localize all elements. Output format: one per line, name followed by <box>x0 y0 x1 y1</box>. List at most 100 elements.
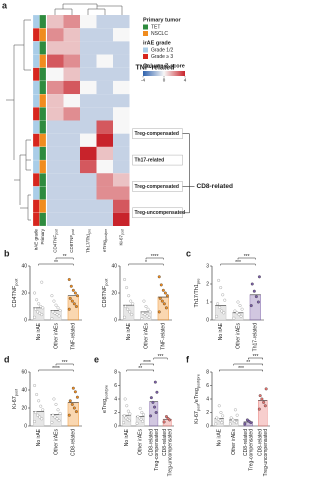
text-part: post <box>196 403 200 411</box>
dot <box>145 314 149 318</box>
primary-cell <box>39 199 47 213</box>
heat-cell <box>113 94 130 108</box>
dot <box>215 314 219 318</box>
grade-cell <box>32 54 40 68</box>
dot <box>148 310 152 314</box>
dot <box>126 307 130 311</box>
heat-cell <box>113 199 130 213</box>
dot <box>33 420 37 423</box>
grade-cell <box>32 133 40 147</box>
dot <box>122 421 126 425</box>
dot <box>58 411 62 415</box>
significance-label: ** <box>138 366 142 372</box>
dot <box>147 315 151 319</box>
dot <box>56 306 60 310</box>
dot <box>135 421 139 425</box>
x-tick-label: No irAE <box>217 428 223 446</box>
text-part: Ki-67 <box>12 396 18 409</box>
text-part: CD4TNF <box>12 285 18 307</box>
dot <box>39 305 43 308</box>
dot <box>72 302 76 306</box>
dot <box>214 422 218 426</box>
dot <box>162 420 166 424</box>
dot <box>55 313 59 317</box>
text-part: Th17/Th1 <box>85 233 90 253</box>
dot <box>53 415 57 419</box>
legend-swatch <box>143 54 148 59</box>
dot <box>128 412 132 416</box>
primary-cell <box>39 80 47 95</box>
dot <box>146 307 150 311</box>
y-tick-label: 40 <box>21 263 27 269</box>
dot <box>73 291 77 295</box>
significance-label: ** <box>246 360 250 366</box>
panel-label: e <box>94 354 99 364</box>
dot <box>258 394 262 398</box>
y-axis-label: eTregpost/pre <box>102 385 108 413</box>
y-tick-label: 2 <box>114 410 117 416</box>
heat-cell <box>113 107 130 121</box>
dot <box>36 413 40 417</box>
dot <box>252 289 256 293</box>
heat-cell <box>96 107 113 121</box>
heat-cell <box>63 28 80 42</box>
heat-cell <box>113 54 130 68</box>
group-box <box>132 154 183 166</box>
primary-cell <box>39 54 47 68</box>
dot <box>136 415 140 419</box>
x-tick-label: Other irAEs <box>53 429 59 455</box>
heat-cell <box>80 160 97 174</box>
significance-label: *** <box>238 366 244 372</box>
column-label: eTregpost/pre <box>102 229 108 252</box>
grade-cell <box>32 146 40 161</box>
y-tick-label: 6 <box>114 383 117 389</box>
heat-cell <box>96 199 113 213</box>
heat-cell <box>63 146 80 161</box>
significance-bracket <box>38 263 74 266</box>
significance-label: **** <box>151 254 159 260</box>
heat-cell <box>63 15 80 29</box>
panel-label: b <box>4 248 10 258</box>
dot <box>160 299 164 303</box>
dot <box>123 315 127 319</box>
dot <box>164 415 168 419</box>
primary-cell <box>39 186 47 200</box>
y-tick-label: 0 <box>24 317 27 323</box>
x-tick-label: Other irAEs <box>235 323 241 349</box>
text-part: post/pre <box>104 229 108 241</box>
dot <box>55 417 59 421</box>
dot <box>131 302 135 306</box>
dot <box>159 283 163 287</box>
significance-bracket <box>220 263 256 266</box>
x-tick-label: TNF-related <box>161 323 167 350</box>
dot <box>74 305 78 308</box>
column-dendrogram <box>54 3 123 15</box>
significance-bracket <box>219 369 263 372</box>
x-tick-label: No irAE <box>218 322 224 340</box>
dot <box>56 408 60 412</box>
dot <box>34 411 38 414</box>
text-part: pre <box>196 278 200 284</box>
primary-cell <box>39 120 47 134</box>
grade-cell <box>32 28 40 42</box>
heat-cell <box>113 120 130 134</box>
dot <box>216 302 220 306</box>
dot <box>74 410 78 414</box>
dot <box>50 317 54 321</box>
heat-cell <box>80 146 97 161</box>
dot <box>238 304 242 308</box>
y-tick-label: 2 <box>206 281 209 287</box>
heat-cell <box>96 212 113 226</box>
group-label: Treg-compensated <box>135 184 179 190</box>
dot <box>245 418 249 422</box>
dot <box>38 415 42 419</box>
dot <box>67 413 71 417</box>
x-tick-label: CD8-related <box>148 429 154 456</box>
panel-label: c <box>186 248 191 258</box>
dot <box>158 296 162 300</box>
dot <box>218 305 222 309</box>
panel-label: f <box>186 354 190 364</box>
heat-cell <box>113 67 130 81</box>
y-axis-label: Ki-67post/eTregpost/pre <box>194 374 200 424</box>
x-tick-label: Other irAEs <box>53 323 59 349</box>
